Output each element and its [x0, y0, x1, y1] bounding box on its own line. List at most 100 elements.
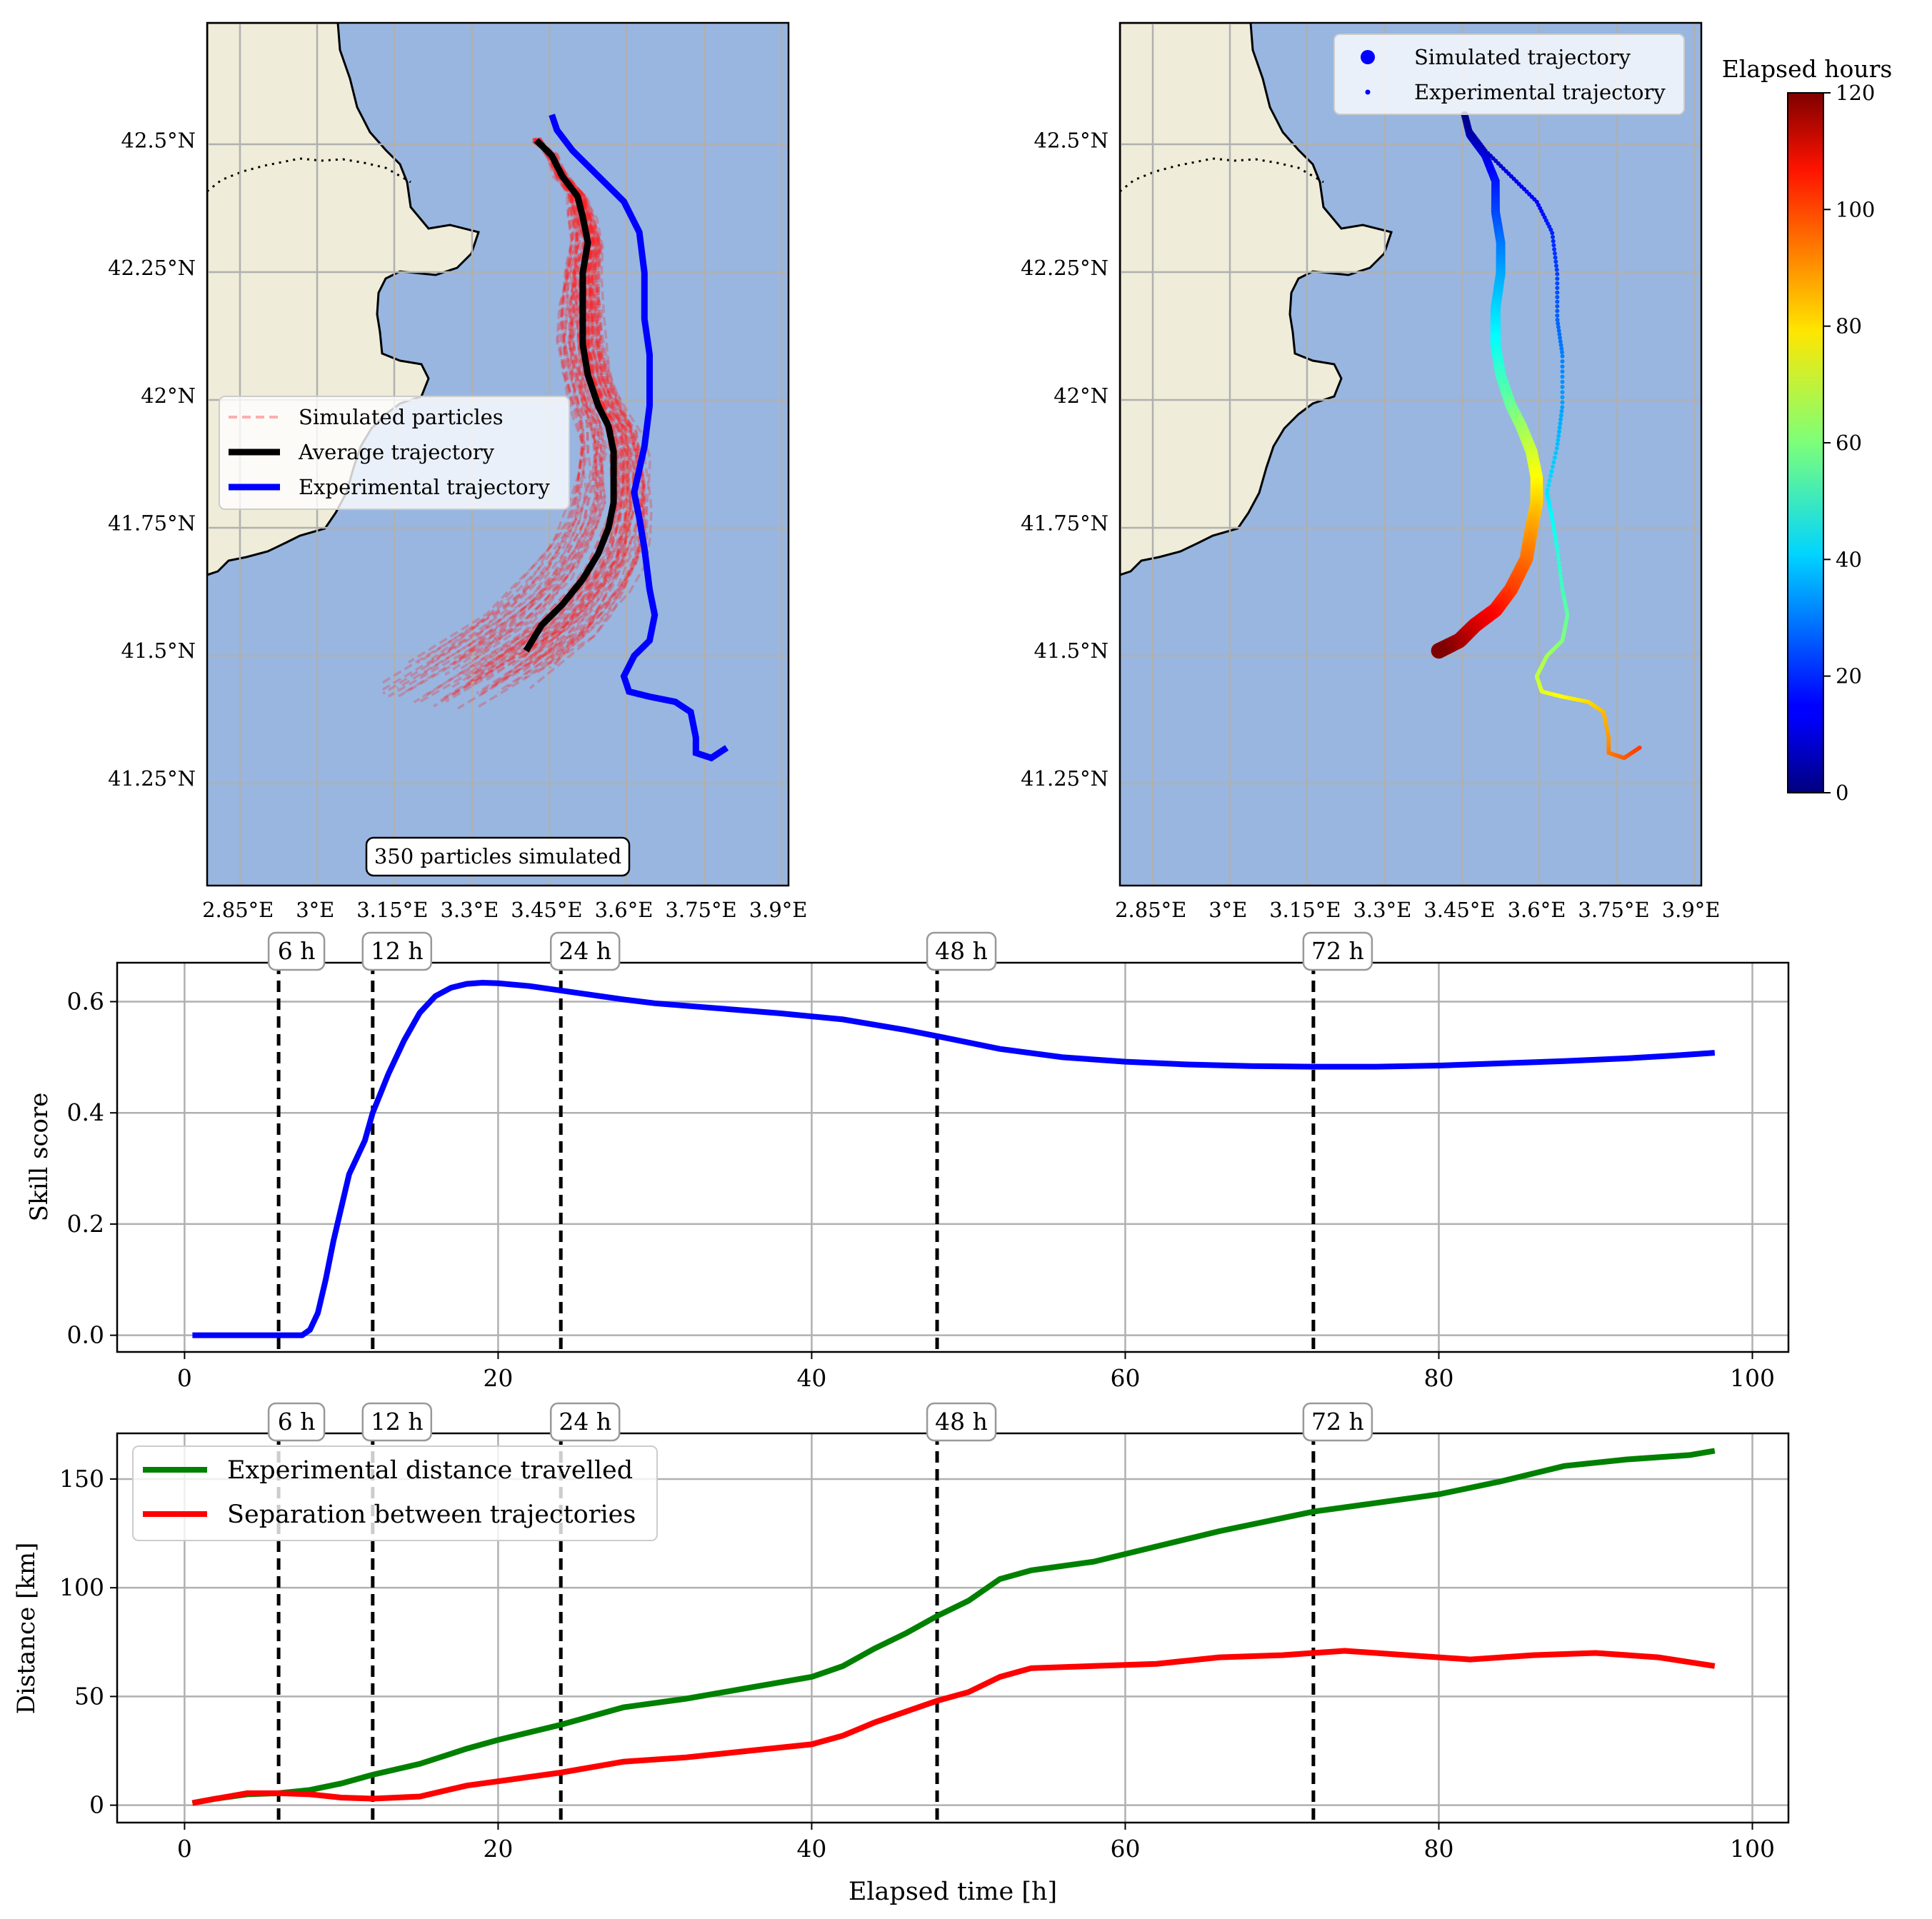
map-colored-panel: 2.85°E 3°E 3.15°E 3.3°E 3.45°E 3.6°E 3.75°E 3.9… [1021, 21, 1893, 922]
skill-milestones: 6 h 12 h 24 h 48 h 72 h [267, 931, 1373, 1352]
distance-xlabel: Elapsed time [h] [849, 1878, 1057, 1906]
experimental-point [1553, 259, 1558, 264]
experimental-point [1560, 354, 1565, 359]
simulated-particle-track [529, 141, 630, 663]
experimental-point [1637, 746, 1642, 750]
experimental-point [1560, 359, 1565, 364]
simulated-particle-track [521, 141, 636, 673]
xtick-label: 20 [483, 1364, 513, 1392]
colorbar-tick-label: 80 [1836, 314, 1862, 339]
simulated-particle-track [533, 140, 632, 659]
experimental-point [1558, 421, 1563, 426]
colorbar-title: Elapsed hours [1722, 55, 1893, 83]
milestone-label-box [926, 1402, 997, 1442]
xtick-label: 20 [483, 1835, 513, 1863]
legend-distance: Experimental distance travelled Separati… [132, 1445, 658, 1541]
experimental-point [1546, 483, 1551, 488]
experimental-point [1560, 384, 1565, 389]
simulated-particle-track [382, 137, 586, 691]
legend-label-experimental-b: Experimental trajectory [1414, 80, 1666, 104]
experimental-point [1558, 417, 1563, 422]
map-ytick-label: 42°N [1053, 384, 1108, 408]
experimental-point [1555, 309, 1560, 314]
milestone-label: 6 h [278, 937, 316, 965]
ytick-label: 0 [89, 1791, 104, 1819]
map-xtick-label: 3.45°E [511, 898, 582, 922]
experimental-point [1551, 460, 1556, 465]
experimental-point [1556, 561, 1561, 566]
legend-label-average: Average trajectory [298, 440, 495, 464]
simulated-particle-track [499, 137, 636, 682]
map-xtick-label: 3.6°E [1508, 898, 1566, 922]
experimental-trajectory-line [549, 114, 729, 762]
experimental-point [1553, 255, 1558, 260]
simulated-particle-track [417, 141, 584, 664]
simulated-particle-track [497, 139, 645, 693]
experimental-distance-line [191, 1448, 1716, 1806]
map-xtick-label: 3.3°E [440, 898, 499, 922]
experimental-point [1560, 390, 1565, 395]
legend-swatch-simulated [1361, 50, 1375, 64]
map-ytick-label: 41.75°N [1021, 511, 1108, 535]
experimental-point [1560, 350, 1564, 355]
experimental-point [1559, 581, 1564, 586]
experimental-point [1558, 336, 1563, 340]
map-xtick-label: 2.85°E [202, 898, 274, 922]
distance-ticks: 0 20 40 60 80 100 0 50 100 150 [59, 1465, 1775, 1863]
xtick-label: 40 [796, 1364, 826, 1392]
experimental-point [1557, 565, 1562, 570]
experimental-point [1555, 281, 1560, 286]
simulated-particle-track [466, 141, 586, 649]
skill-ticks: 0 20 40 60 80 100 0.0 0.2 0.4 0.6 [67, 988, 1775, 1393]
experimental-point [1556, 556, 1561, 561]
simulated-particle-track [457, 138, 645, 710]
experimental-point [1553, 451, 1558, 456]
map-xtick-label: 3.75°E [1578, 898, 1649, 922]
colorbar-tick-label: 100 [1836, 197, 1875, 221]
colorbar: Elapsed hours 0 20 40 60 80 100 120 [1722, 55, 1893, 805]
experimental-point [1556, 321, 1561, 326]
ytick-label: 0.4 [67, 1098, 104, 1126]
experimental-point [1556, 552, 1561, 557]
simulated-particle-track [485, 140, 627, 682]
colorbar-gradient [1787, 92, 1824, 793]
simulated-particle-track [476, 137, 650, 709]
border-line-b [1120, 157, 1324, 193]
experimental-point [1548, 227, 1553, 232]
map-xtick-label: 3°E [1208, 898, 1247, 922]
experimental-point [1555, 290, 1560, 295]
experimental-point [1552, 247, 1557, 252]
milestone-label: 12 h [371, 1408, 424, 1436]
map-ytick-label: 42.25°N [1021, 256, 1108, 280]
xtick-label: 60 [1110, 1364, 1140, 1392]
simulated-particle-track [382, 137, 597, 695]
milestone-label-box [1302, 931, 1373, 971]
colorbar-ticks: 0 20 40 60 80 100 120 [1823, 81, 1875, 805]
xtick-label: 80 [1423, 1835, 1453, 1863]
legend-label-simulated: Simulated trajectory [1414, 45, 1631, 69]
experimental-point [1560, 585, 1565, 590]
xtick-label: 60 [1110, 1835, 1140, 1863]
experimental-point [1556, 434, 1561, 439]
experimental-point [1551, 234, 1555, 239]
map-ytick-label: 42.5°N [1034, 128, 1108, 152]
legend-swatch-experimental-b [1365, 89, 1371, 95]
legend-label-red: Separation between trajectories [227, 1500, 636, 1529]
experimental-point [1558, 577, 1563, 582]
map-xtick-label: 3.6°E [595, 898, 654, 922]
experimental-point [1554, 267, 1559, 272]
simulated-particle-track [476, 141, 603, 658]
map-ytick-label: 41.25°N [108, 766, 196, 791]
map-ytick-label: 42.5°N [121, 128, 196, 152]
milestone-label: 48 h [935, 1408, 988, 1436]
map-ytick-label: 42°N [141, 384, 196, 408]
experimental-point [1551, 239, 1556, 244]
experimental-point [1554, 446, 1559, 451]
experimental-point [1558, 568, 1563, 573]
map-xtick-label: 3.75°E [665, 898, 736, 922]
map-ytick-label: 41.5°N [1034, 638, 1108, 663]
simulated-particle-track [468, 141, 606, 665]
simulated-particle-track [398, 138, 609, 698]
particles-count-annotation: 350 particles simulated [365, 836, 631, 877]
experimental-point [1551, 464, 1555, 469]
